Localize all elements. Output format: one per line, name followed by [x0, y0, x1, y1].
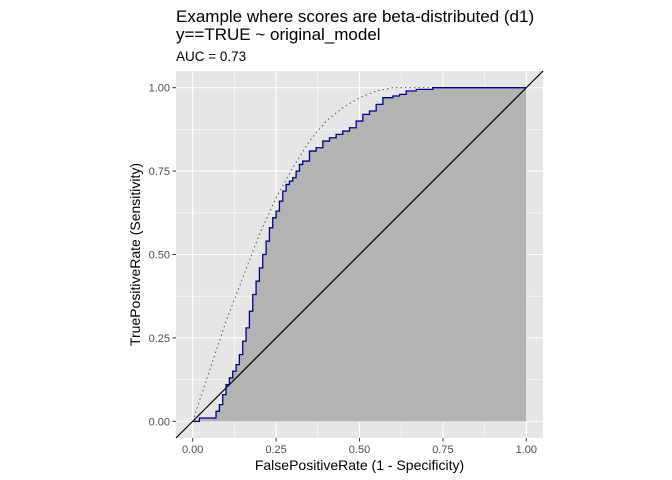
x-tick-label: 0.75	[432, 444, 453, 456]
y-tick-label: 0.50	[149, 250, 170, 262]
x-axis-title: FalsePositiveRate (1 - Specificity)	[255, 457, 464, 473]
y-tick-label: 0.00	[149, 416, 170, 428]
chart-caption: AUC = 0.73	[176, 49, 246, 64]
y-tick-label: 0.25	[149, 333, 170, 345]
y-tick-label: 1.00	[149, 83, 170, 95]
ideal-curve-dotted	[192, 87, 527, 422]
y-axis-title: TruePositiveRate (Sensitivity)	[127, 163, 143, 346]
x-tick-label: 1.00	[516, 444, 537, 456]
roc-step-line	[192, 87, 527, 422]
x-tick-label: 0.50	[349, 444, 370, 456]
chart-title: Example where scores are beta-distribute…	[176, 7, 534, 26]
chart-subtitle: y==TRUE ~ original_model	[176, 25, 381, 44]
x-tick-label: 0.25	[265, 444, 286, 456]
y-tick-label: 0.75	[149, 166, 170, 178]
diagonal-reference-line	[175, 70, 544, 439]
x-tick-label: 0.00	[182, 444, 203, 456]
